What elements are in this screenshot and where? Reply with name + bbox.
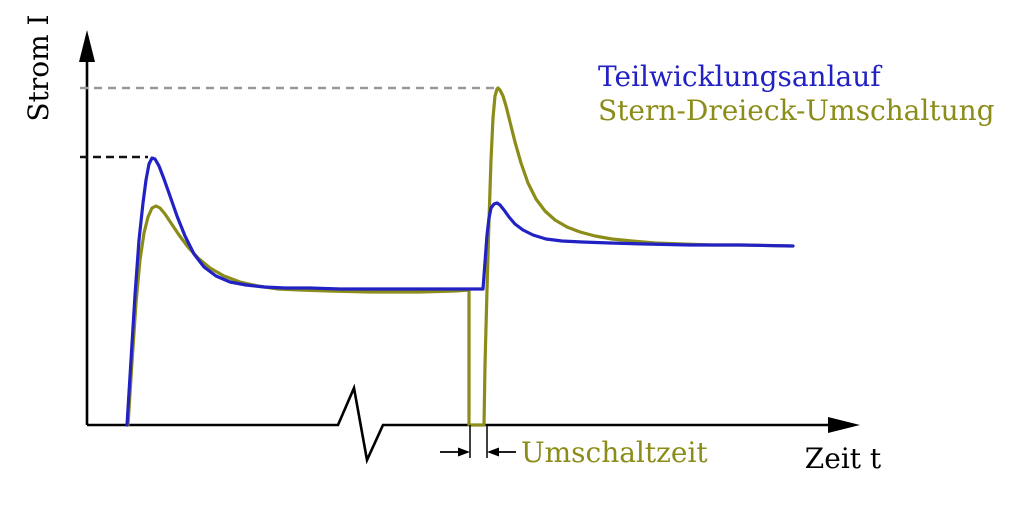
curve-stern-dreieck-umschaltung — [126, 86, 792, 427]
x-axis-line-with-break — [87, 383, 832, 465]
interval-arrow-right-icon — [487, 447, 499, 457]
y-axis-arrow-icon — [79, 30, 95, 62]
legend-item-stern-dreieck: Stern-Dreieck-Umschaltung — [598, 94, 995, 127]
x-axis-arrow-icon — [828, 417, 860, 433]
y-axis-label: Strom I — [22, 14, 55, 121]
peak-guide-lines — [80, 86, 494, 159]
x-axis-label: Zeit t — [805, 442, 882, 475]
legend-item-teilwicklungsanlauf: Teilwicklungsanlauf — [598, 60, 883, 93]
axes — [79, 30, 860, 465]
interval-arrow-left-icon — [458, 447, 470, 457]
switch-interval-marker — [440, 425, 516, 458]
umschaltzeit-label: Umschaltzeit — [521, 436, 708, 469]
plot-series — [125, 86, 795, 427]
curve-teilwicklungsanlauf — [125, 156, 795, 427]
